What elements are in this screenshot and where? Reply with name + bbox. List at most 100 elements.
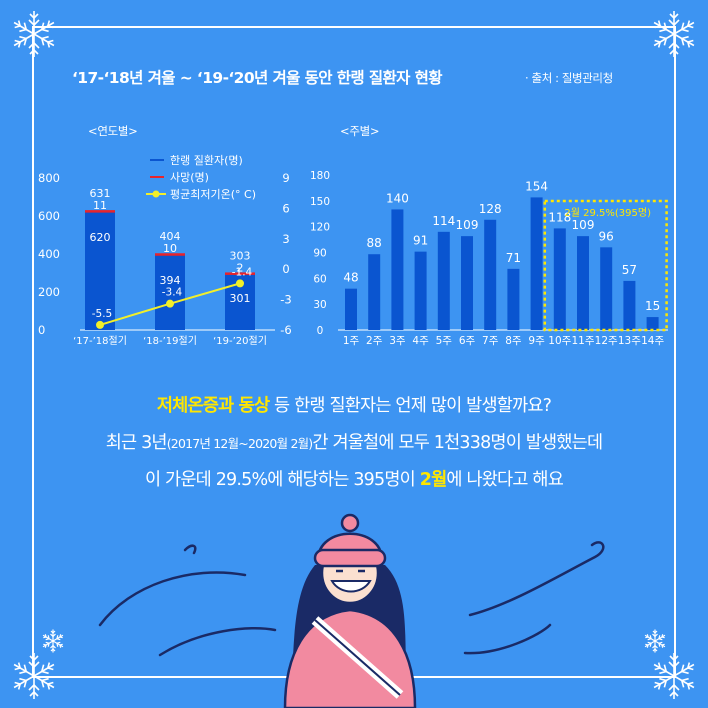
bar bbox=[623, 280, 636, 330]
value-label: 109 bbox=[572, 218, 595, 232]
value-label: 88 bbox=[367, 236, 382, 250]
patients-label: 620 bbox=[90, 231, 111, 244]
category-label: ‘19-’20절기 bbox=[213, 334, 267, 347]
bar bbox=[484, 219, 497, 330]
bar bbox=[368, 254, 381, 330]
temperature-point bbox=[236, 279, 244, 288]
legend-label: 사망(명) bbox=[170, 171, 209, 184]
caption-text: 최근 3년 bbox=[105, 433, 168, 453]
bar bbox=[530, 197, 543, 330]
caption-period: (2017년 12월~2020월 2월) bbox=[166, 436, 313, 451]
bar bbox=[600, 247, 613, 330]
category-label: 10주 bbox=[548, 335, 571, 347]
category-label: 9주 bbox=[528, 335, 545, 347]
wind-swirl-icon bbox=[98, 571, 247, 627]
total-label: 303 bbox=[230, 249, 251, 262]
cold-person-illustration bbox=[98, 513, 605, 708]
snowflake-icon bbox=[643, 628, 667, 654]
patients-label: 394 bbox=[160, 274, 181, 287]
wind-swirl-icon bbox=[183, 544, 197, 555]
snowflake-icon bbox=[650, 652, 698, 700]
caption-text: 이 가운데 29.5%에 해당하는 395명이 bbox=[144, 470, 420, 490]
temperature-label: -1.4 bbox=[232, 266, 253, 278]
y-right-tick-label: 6 bbox=[282, 201, 289, 215]
wind-swirl-icon bbox=[463, 623, 552, 655]
bar-deaths bbox=[225, 272, 255, 275]
bar bbox=[414, 251, 427, 330]
category-label: 8주 bbox=[505, 335, 522, 347]
value-label: 57 bbox=[622, 263, 637, 277]
y-tick-label: 30 bbox=[313, 299, 326, 311]
page-title: ‘17-‘18년 겨울 ~ ‘19-‘20년 겨울 동안 한랭 질환자 현황 bbox=[72, 69, 443, 87]
temperature-point bbox=[96, 320, 104, 329]
value-label: 48 bbox=[343, 271, 358, 285]
bar-patients bbox=[155, 255, 185, 330]
deaths-label: 2 bbox=[237, 261, 244, 274]
y-left-tick-label: 400 bbox=[38, 247, 60, 261]
y-tick-label: 180 bbox=[310, 170, 330, 182]
bar bbox=[553, 228, 566, 330]
value-label: 109 bbox=[456, 218, 479, 232]
category-label: 12주 bbox=[595, 335, 618, 347]
temperature-point bbox=[166, 299, 174, 308]
snowflake-icon bbox=[650, 10, 698, 58]
legend-swatch-temperature-point bbox=[152, 190, 160, 198]
weekly-chart: 0 30 60 90 120 150 180 48 1주 88 2주 140 3주 91 4주 114 5주 10… bbox=[310, 170, 668, 347]
total-label: 631 bbox=[90, 187, 111, 200]
total-label: 404 bbox=[160, 230, 181, 243]
category-label: ‘17-’18절기 bbox=[73, 334, 127, 347]
highlight-label: 2월 29.5%(395명) bbox=[564, 207, 651, 219]
value-label: 154 bbox=[525, 179, 548, 193]
value-label: 71 bbox=[506, 251, 521, 265]
temperature-label: -3.4 bbox=[162, 287, 183, 299]
bar bbox=[646, 317, 659, 330]
bar bbox=[391, 209, 404, 330]
deaths-label: 11 bbox=[93, 199, 107, 212]
category-label: 1주 bbox=[343, 335, 360, 347]
category-label: 11주 bbox=[571, 335, 594, 347]
highlight-box bbox=[543, 199, 668, 332]
caption-highlight: 2월 bbox=[419, 470, 447, 490]
bar bbox=[577, 236, 589, 330]
y-tick-label: 0 bbox=[317, 325, 324, 337]
y-right-tick-label: 9 bbox=[282, 171, 289, 185]
category-label: 7주 bbox=[482, 335, 499, 347]
bar bbox=[507, 268, 520, 330]
y-right-tick-label: 0 bbox=[282, 262, 289, 276]
category-label: 6주 bbox=[459, 335, 476, 347]
caption-line-3: 이 가운데 29.5%에 해당하는 395명이 2월에 나왔다고 해요 bbox=[0, 466, 708, 491]
y-left-tick-label: 0 bbox=[38, 323, 45, 337]
value-label: 118 bbox=[548, 210, 571, 224]
value-label: 15 bbox=[645, 299, 660, 313]
y-right-tick-label: -3 bbox=[280, 293, 291, 307]
bar-patients bbox=[85, 212, 115, 330]
caption-text: 간 겨울철에 모두 1천338명이 발생했는데 bbox=[312, 433, 603, 453]
bar bbox=[461, 236, 473, 330]
caption-line-1: 저체온증과 동상 등 한랭 질환자는 언제 많이 발생할까요? bbox=[0, 392, 708, 417]
snowflake-icon bbox=[10, 652, 58, 700]
category-label: 14주 bbox=[641, 335, 664, 347]
temperature-label: -5.5 bbox=[92, 308, 113, 320]
category-label: 13주 bbox=[618, 335, 641, 347]
wind-swirl-icon bbox=[158, 627, 277, 657]
y-tick-label: 120 bbox=[310, 222, 330, 234]
caption-highlight: 저체온증과 동상 bbox=[156, 396, 270, 416]
legend-label: 평균최저기온(° C) bbox=[170, 188, 256, 201]
y-left-tick-label: 800 bbox=[38, 171, 60, 185]
source-note: · 출처 : 질병관리청 bbox=[525, 71, 613, 85]
category-label: 3주 bbox=[389, 335, 406, 347]
y-tick-label: 90 bbox=[313, 248, 326, 260]
bar bbox=[345, 288, 357, 330]
yearly-chart-subtitle: <연도별> bbox=[88, 124, 138, 138]
y-right-tick-label: 3 bbox=[282, 232, 289, 246]
caption-text: 에 나왔다고 해요 bbox=[446, 470, 564, 490]
bar bbox=[437, 231, 450, 330]
snowflake-icon bbox=[41, 628, 65, 654]
y-left-tick-label: 200 bbox=[38, 285, 60, 299]
y-tick-label: 60 bbox=[313, 273, 326, 285]
bar-deaths bbox=[85, 210, 115, 213]
category-label: 2주 bbox=[366, 335, 383, 347]
y-right-tick-label: -6 bbox=[280, 323, 291, 337]
value-label: 96 bbox=[599, 229, 614, 243]
